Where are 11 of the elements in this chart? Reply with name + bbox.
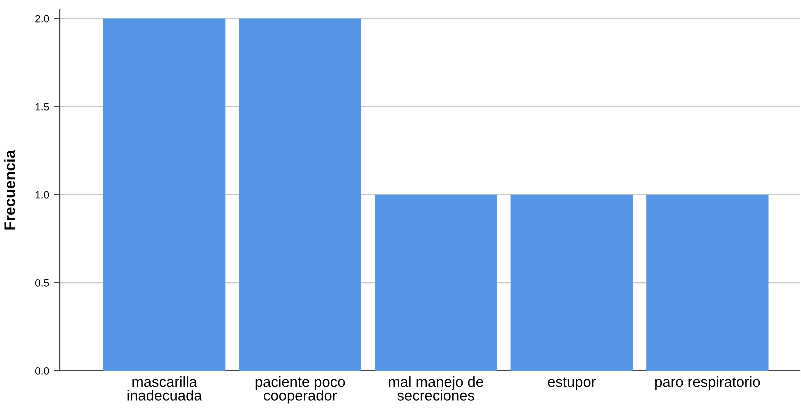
y-tick-label: 0.0	[36, 368, 50, 375]
x-tick-label: paciente poco cooperador	[256, 376, 346, 404]
y-tick-label: 0.5	[36, 279, 50, 287]
x-tick-label: mascarilla inadecuada	[128, 376, 202, 401]
x-tick-label: estupor	[548, 378, 596, 390]
x-tick-label: mal manejo de secreciones	[389, 376, 484, 401]
y-axis-title: Frecuencia	[4, 150, 16, 230]
y-tick-label: 2.0	[36, 15, 50, 23]
y-tick-label: 1.5	[36, 103, 50, 111]
x-tick-label: paro respiratorio	[656, 376, 760, 390]
y-tick-label: 1.0	[36, 191, 50, 199]
